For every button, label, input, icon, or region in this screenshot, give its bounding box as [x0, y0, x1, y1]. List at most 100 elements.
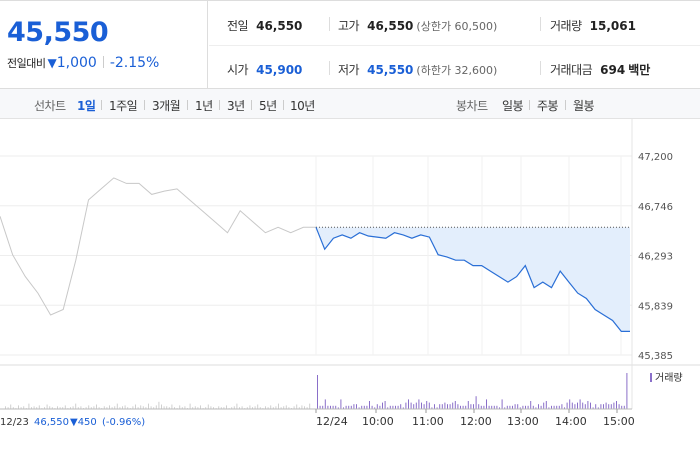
volume-bar: [88, 405, 90, 409]
stat-value: 46,550: [256, 19, 303, 33]
volume-bar: [236, 403, 238, 409]
volume-bar: [137, 407, 139, 409]
period-tab-3m[interactable]: 3개월: [152, 99, 181, 113]
volume-bar: [38, 405, 40, 409]
volume-bar: [574, 404, 576, 409]
volume-bar: [504, 407, 506, 409]
period-tab-1y[interactable]: 1년: [195, 99, 213, 113]
volume-bar: [59, 407, 61, 409]
volume-bar: [278, 403, 279, 409]
volume-bar: [527, 405, 529, 409]
volume-bar: [600, 404, 602, 409]
volume-bar: [259, 407, 261, 409]
volume-bar: [597, 407, 599, 409]
candle-tab-daily[interactable]: 일봉: [502, 99, 524, 113]
volume-bar: [23, 406, 25, 409]
volume-bar: [553, 405, 555, 409]
volume-bar: [353, 404, 355, 409]
divider: [329, 17, 330, 31]
volume-bar: [210, 406, 212, 409]
volume-bar: [330, 405, 331, 409]
volume-bar: [397, 405, 399, 409]
x-tick-label: 14:00: [555, 415, 587, 428]
change-percent: -2.15%: [109, 55, 160, 71]
period-tab-10y[interactable]: 10년: [290, 99, 315, 113]
y-axis: 47,200 46,746 46,293 45,839 45,385: [638, 152, 673, 362]
volume-bar: [57, 406, 58, 409]
volume-bar: [473, 404, 474, 409]
volume-bar: [369, 401, 370, 409]
candle-tab-monthly[interactable]: 월봉: [573, 99, 595, 113]
volume-bar: [296, 404, 298, 409]
volume-bars: [0, 373, 632, 410]
volume-bar: [488, 405, 490, 409]
volume-bar: [512, 405, 513, 409]
volume-bar: [31, 407, 32, 409]
volume-bar: [93, 406, 95, 409]
volume-bar: [441, 404, 443, 409]
stat-low: 저가 45,550 (하한가 32,600): [338, 61, 497, 78]
y-tick-label: 46,746: [638, 202, 673, 213]
volume-bar: [179, 405, 181, 409]
stat-value: 45,900: [256, 63, 303, 77]
stat-value: 694: [600, 63, 626, 77]
volume-bar: [569, 399, 571, 409]
candle-tab-weekly[interactable]: 주봉: [537, 99, 559, 113]
volume-bar: [223, 407, 225, 409]
volume-bar: [452, 402, 454, 409]
x-tick-label: 12:00: [460, 415, 492, 428]
stat-label: 전일: [227, 19, 249, 33]
volume-bar: [285, 405, 287, 409]
period-tab-1d[interactable]: 1일: [77, 99, 96, 113]
divider: [144, 100, 145, 110]
volume-bar: [558, 405, 560, 409]
divider: [283, 100, 284, 110]
volume-bar: [145, 407, 147, 409]
stat-value: 46,550: [367, 19, 414, 33]
stat-amount: 거래대금 694 백만: [550, 61, 650, 78]
period-tab-5y[interactable]: 5년: [259, 99, 277, 113]
volume-bar: [220, 407, 222, 409]
volume-bar: [189, 403, 191, 409]
volume-legend-swatch: [650, 373, 652, 382]
volume-bar: [340, 399, 342, 409]
volume-bar: [265, 406, 266, 409]
volume-bar: [122, 406, 123, 409]
volume-bar: [532, 405, 534, 409]
volume-bar: [509, 405, 511, 409]
volume-bar: [114, 406, 116, 409]
volume-bar: [584, 404, 586, 409]
stat-volume: 거래량 15,061: [550, 17, 636, 34]
prev-day-pct: (-0.96%): [102, 417, 145, 428]
volume-bar: [363, 405, 365, 409]
period-tab-1w[interactable]: 1주일: [109, 99, 138, 113]
volume-bar: [280, 407, 282, 409]
period-tab-3y[interactable]: 3년: [227, 99, 245, 113]
stat-value: 15,061: [589, 19, 636, 33]
stat-label: 고가: [338, 19, 360, 33]
volume-bar: [571, 402, 573, 409]
volume-bar: [595, 404, 597, 409]
volume-bar: [335, 405, 337, 409]
volume-bar: [616, 401, 617, 409]
volume-bar: [402, 407, 404, 409]
volume-bar: [72, 406, 74, 409]
volume-bar: [254, 406, 256, 409]
volume-bar: [421, 402, 422, 409]
volume-bar: [197, 407, 199, 409]
volume-bar: [366, 405, 368, 409]
volume-bar: [257, 404, 259, 409]
volume-bar: [618, 404, 620, 409]
volume-bar: [174, 407, 175, 409]
volume-bar: [610, 404, 612, 409]
volume-bar: [332, 405, 334, 409]
down-arrow-icon: ▼: [47, 56, 57, 70]
volume-legend: 거래량: [655, 372, 683, 384]
volume-bar: [153, 407, 155, 409]
volume-bar: [116, 403, 118, 409]
volume-bar: [192, 407, 194, 409]
volume-bar: [166, 406, 168, 409]
price-chart[interactable]: 47,200 46,746 46,293 45,839 45,385 12/24 10:0…: [0, 119, 700, 450]
volume-bar: [301, 405, 303, 409]
volume-bar: [218, 406, 220, 409]
